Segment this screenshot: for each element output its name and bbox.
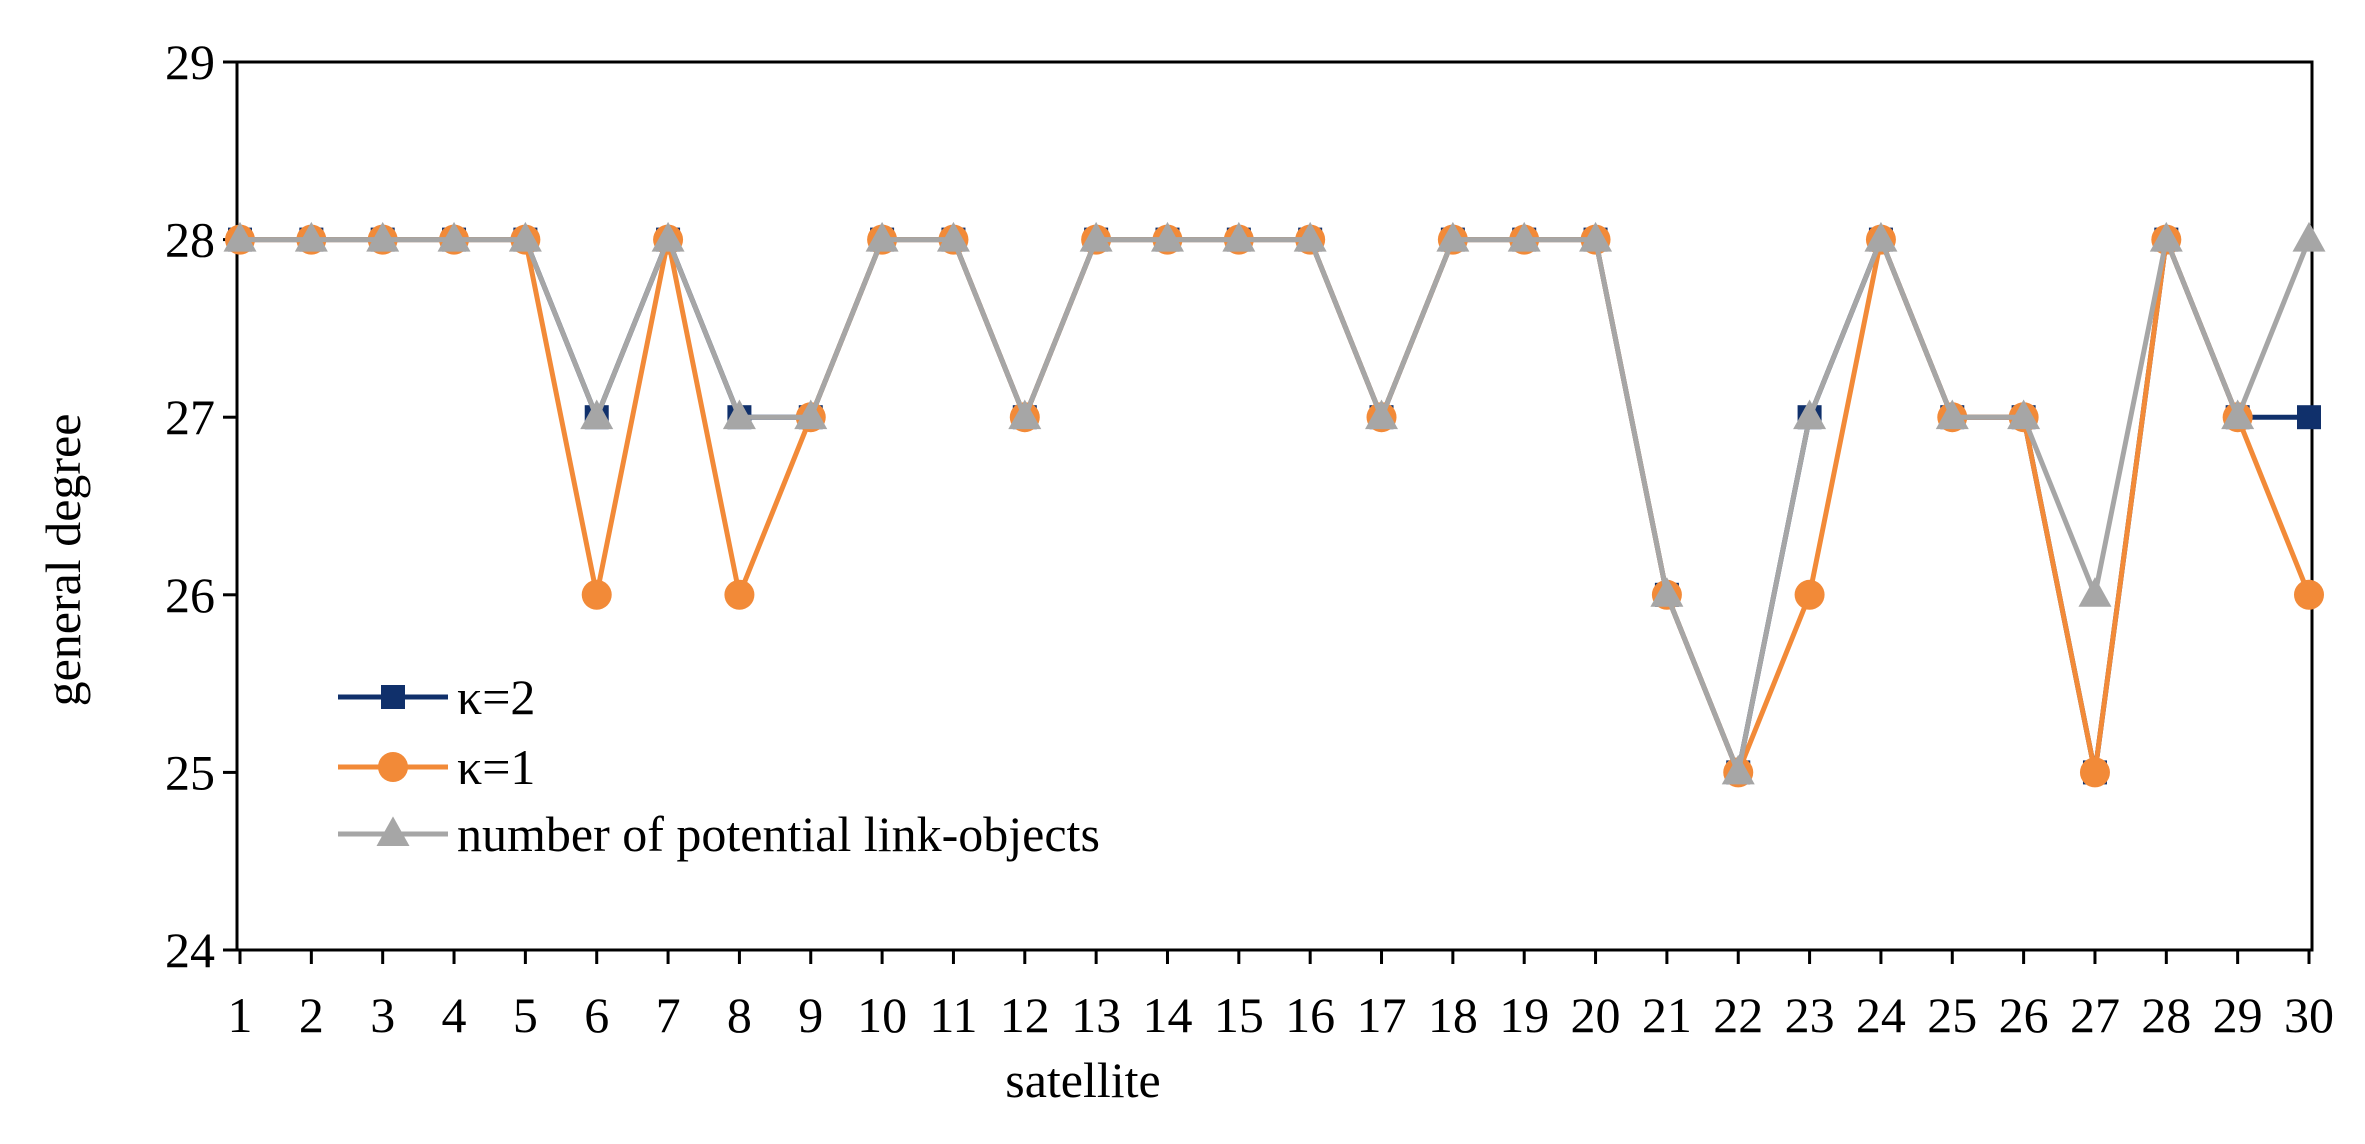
x-tick-label: 26 — [1999, 987, 2049, 1043]
series-2-point — [1794, 579, 1825, 610]
series-3-point — [722, 399, 756, 430]
series-3-point — [1721, 754, 1755, 785]
series-3-point — [294, 221, 328, 252]
x-tick-label: 8 — [727, 987, 752, 1043]
x-tick-label: 1 — [228, 987, 253, 1043]
x-tick-label: 13 — [1071, 987, 1121, 1043]
series-3-line — [240, 237, 2312, 775]
x-tick-label: 20 — [1571, 987, 1621, 1043]
series-3-point — [1293, 221, 1327, 252]
legend-label: number of potential link-objects — [457, 806, 1100, 862]
series-3-point — [2292, 221, 2326, 252]
series-3-point — [1935, 399, 1969, 430]
x-tick-label: 11 — [929, 987, 977, 1043]
series-2 — [225, 224, 2324, 788]
x-tick-label: 3 — [370, 987, 395, 1043]
series-3-point — [651, 221, 685, 252]
x-tick-label: 10 — [857, 987, 907, 1043]
series-3-point — [865, 221, 899, 252]
series-3-point — [936, 221, 970, 252]
series-1-point — [2297, 405, 2321, 430]
x-tick-label: 27 — [2070, 987, 2120, 1043]
y-tick-label: 29 — [165, 34, 215, 90]
series-3 — [223, 221, 2326, 785]
series-3-point — [1650, 577, 1684, 607]
x-tick-label: 24 — [1856, 987, 1906, 1043]
x-axis-title: satellite — [1005, 1052, 1161, 1108]
series-3-point — [2007, 399, 2041, 430]
legend-swatch-marker — [381, 685, 405, 709]
y-tick-label: 27 — [165, 389, 215, 445]
legend-swatch-marker — [378, 752, 408, 782]
plot-frame — [235, 60, 2314, 952]
x-tick-label: 12 — [1000, 987, 1050, 1043]
series-3-point — [366, 221, 400, 252]
y-tick-label: 26 — [165, 567, 215, 623]
series-3-point — [794, 399, 828, 430]
x-tick-label: 21 — [1642, 987, 1692, 1043]
y-axis-title: general degree — [35, 414, 91, 707]
x-tick-label: 15 — [1214, 987, 1264, 1043]
series-layer — [223, 221, 2326, 788]
x-tick-label: 7 — [656, 987, 681, 1043]
x-tick-label: 17 — [1357, 987, 1407, 1043]
x-tick-label: 2 — [299, 987, 324, 1043]
legend-label: κ=1 — [457, 739, 535, 795]
x-tick-label: 19 — [1499, 987, 1549, 1043]
series-2-point — [581, 579, 612, 610]
y-tick-label: 25 — [165, 744, 215, 800]
series-3-point — [1222, 221, 1256, 252]
series-3-point — [1150, 221, 1184, 252]
x-tick-label: 29 — [2213, 987, 2263, 1043]
series-3-point — [2078, 577, 2112, 607]
series-3-point — [437, 221, 471, 252]
series-3-point — [1008, 399, 1042, 430]
x-axis: 1 2 3 4 5 6 7 8 9 10 11 12 13 14 15 16 17 18 19 20 21 22 23 24 2… — [228, 950, 2334, 1043]
series-3-point — [223, 221, 257, 252]
series-3-point — [2221, 399, 2255, 430]
series-3-point — [1793, 399, 1827, 430]
series-2-line — [240, 237, 2312, 775]
x-tick-label: 14 — [1142, 987, 1192, 1043]
series-3-point — [508, 221, 542, 252]
series-3-point — [1864, 221, 1898, 252]
legend: κ=2 κ=1 number of potential link-objects — [338, 669, 1100, 862]
series-3-point — [1079, 221, 1113, 252]
x-tick-label: 30 — [2284, 987, 2334, 1043]
series-3-point — [580, 399, 614, 430]
y-axis: 24 25 26 27 28 29 — [165, 34, 237, 978]
series-2-point — [2294, 579, 2324, 610]
x-tick-label: 4 — [442, 987, 467, 1043]
x-tick-label: 25 — [1927, 987, 1977, 1043]
series-3-point — [2149, 221, 2183, 252]
legend-swatch-marker — [376, 816, 410, 846]
series-3-point — [1365, 399, 1399, 430]
series-2-point — [2079, 757, 2110, 788]
x-tick-label: 18 — [1428, 987, 1478, 1043]
x-tick-label: 9 — [798, 987, 823, 1043]
series-3-point — [1507, 221, 1541, 252]
x-tick-label: 22 — [1713, 987, 1763, 1043]
x-tick-label: 5 — [513, 987, 538, 1043]
series-3-point — [1436, 221, 1470, 252]
series-1-line — [240, 237, 2309, 775]
legend-label: κ=2 — [457, 669, 535, 725]
y-tick-label: 24 — [165, 922, 215, 978]
series-2-point — [724, 579, 755, 610]
x-tick-label: 16 — [1285, 987, 1335, 1043]
y-tick-label: 28 — [165, 212, 215, 268]
x-tick-label: 6 — [584, 987, 609, 1043]
x-tick-label: 23 — [1785, 987, 1835, 1043]
x-tick-label: 28 — [2141, 987, 2191, 1043]
series-3-point — [1579, 221, 1613, 252]
